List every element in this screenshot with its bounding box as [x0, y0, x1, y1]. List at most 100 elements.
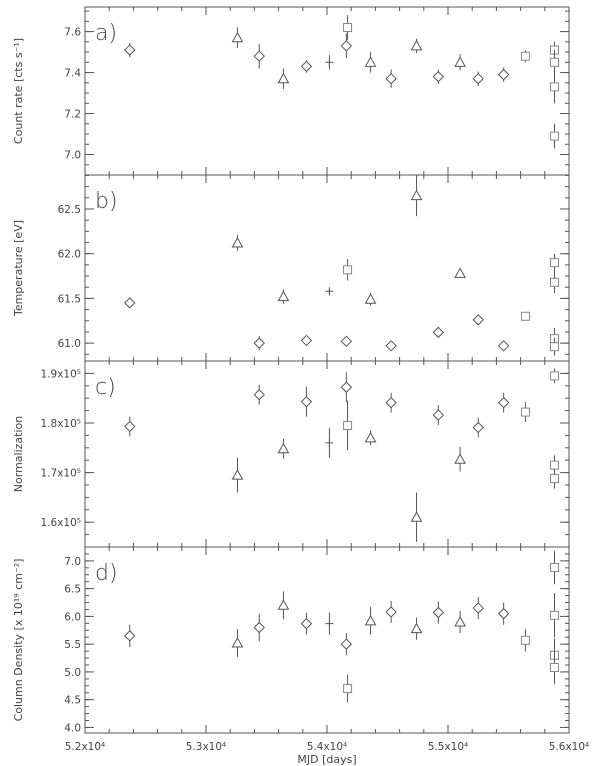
y-tick-label: 1.8x10⁵ — [41, 418, 81, 430]
y-tick-label: 5.0 — [64, 667, 81, 679]
x-tick-label: 5.3x10⁴ — [186, 741, 226, 753]
diamond-marker — [253, 337, 265, 349]
triangle-marker — [364, 431, 377, 443]
diamond-marker — [432, 326, 445, 339]
square-marker — [549, 610, 559, 620]
diamond-marker — [253, 621, 265, 634]
diamond-marker — [300, 334, 313, 347]
square-marker — [549, 563, 559, 573]
y-tick-label: 7.6 — [64, 27, 81, 39]
square-marker — [549, 662, 559, 672]
diamond-marker — [124, 297, 136, 309]
diamond-marker — [497, 396, 510, 409]
diamond-marker — [432, 70, 445, 83]
y-axis-label: Normalization — [12, 416, 25, 492]
diamond-marker — [472, 421, 484, 434]
y-tick-label: 6.5 — [64, 584, 81, 596]
y-tick-label: 7.0 — [64, 150, 81, 162]
triangle-marker — [454, 56, 466, 67]
panel-frame — [84, 174, 570, 362]
triangle-marker — [277, 72, 290, 84]
diamond-marker — [432, 606, 445, 619]
y-tick-label: 6.0 — [64, 611, 81, 623]
diamond-marker — [472, 314, 484, 326]
panel-label: b) — [95, 189, 118, 214]
square-marker — [549, 460, 559, 470]
square-marker — [343, 265, 353, 275]
y-tick-label: 7.0 — [64, 556, 81, 568]
triangle-marker — [454, 615, 466, 627]
triangle-marker — [231, 31, 244, 43]
triangle-marker — [231, 469, 244, 480]
triangle-marker — [277, 290, 290, 302]
x-tick-label: 5.2x10⁴ — [65, 741, 105, 753]
y-tick-label: 1.9x10⁵ — [41, 368, 81, 380]
square-marker — [520, 407, 530, 417]
diamond-marker — [300, 617, 313, 630]
panel-frame — [84, 360, 570, 548]
panel-label: a) — [95, 21, 117, 46]
panel-label: c) — [95, 375, 116, 400]
triangle-marker — [454, 453, 466, 464]
y-axis-label: Count rate [cts s⁻¹] — [12, 38, 25, 144]
y-tick-label: 61.5 — [58, 293, 81, 305]
y-axis-label: Temperature [eV] — [12, 220, 25, 317]
panel-frame — [84, 546, 570, 734]
diamond-marker — [124, 420, 136, 433]
y-tick-label: 61.0 — [58, 338, 81, 350]
square-marker — [549, 371, 559, 381]
square-marker — [549, 57, 559, 67]
triangle-marker — [231, 637, 244, 648]
triangle-marker — [410, 39, 423, 51]
triangle-marker — [410, 622, 423, 634]
diamond-marker — [497, 607, 510, 620]
square-marker — [343, 420, 353, 430]
square-marker — [520, 51, 530, 61]
y-tick-label: 4.5 — [64, 695, 81, 707]
diamond-marker — [497, 340, 510, 352]
diamond-marker — [300, 395, 313, 408]
triangle-marker — [277, 599, 290, 610]
y-tick-label: 62.5 — [58, 204, 81, 216]
y-tick-label: 1.7x10⁵ — [41, 468, 81, 480]
y-axis-label: Column Density [x 10¹⁹ cm⁻²] — [12, 559, 25, 722]
x-tick-label: 5.5x10⁴ — [428, 741, 468, 753]
triangle-marker — [364, 293, 377, 304]
y-tick-label: 1.6x10⁵ — [41, 517, 81, 529]
diamond-marker — [253, 389, 265, 401]
triangle-marker — [231, 236, 244, 248]
square-marker — [343, 684, 353, 694]
diamond-marker — [385, 396, 397, 409]
y-tick-label: 7.2 — [64, 109, 81, 121]
diamond-marker — [385, 606, 397, 618]
triangle-marker — [364, 56, 377, 67]
square-marker — [549, 474, 559, 484]
diamond-marker — [300, 60, 313, 73]
diamond-marker — [340, 381, 353, 393]
square-marker — [520, 311, 530, 321]
square-marker — [549, 131, 559, 141]
diamond-marker — [340, 40, 353, 52]
x-axis-label: MJD [days] — [297, 753, 356, 766]
diamond-marker — [497, 68, 510, 81]
square-marker — [549, 342, 559, 352]
y-tick-label: 5.5 — [64, 639, 81, 651]
diamond-marker — [385, 340, 397, 352]
diamond-marker — [253, 50, 265, 62]
x-tick-label: 5.4x10⁴ — [307, 741, 347, 753]
x-tick-label: 5.6x10⁴ — [549, 741, 589, 753]
triangle-marker — [410, 511, 423, 522]
square-marker — [549, 277, 559, 287]
diamond-marker — [340, 638, 353, 650]
square-marker — [520, 635, 530, 645]
triangle-marker — [277, 442, 290, 454]
diamond-marker — [432, 409, 445, 421]
diamond-marker — [472, 602, 484, 614]
panel-label: d) — [95, 561, 118, 586]
y-tick-label: 7.4 — [64, 68, 81, 80]
diamond-marker — [472, 73, 484, 85]
diamond-marker — [124, 630, 136, 642]
square-marker — [549, 82, 559, 92]
diamond-marker — [385, 73, 397, 85]
